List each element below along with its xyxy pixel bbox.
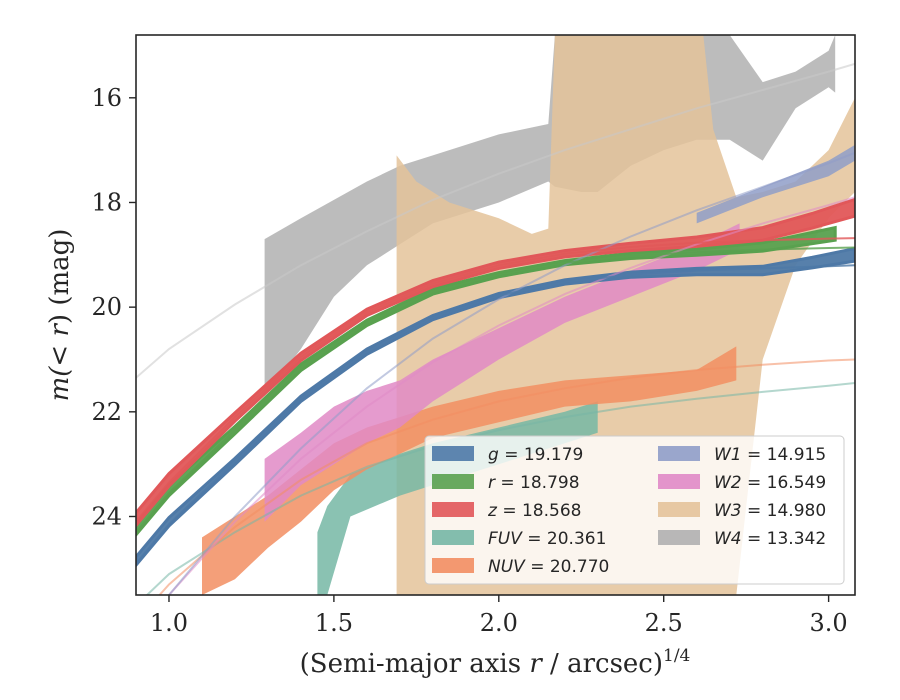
- legend-label-r: r = 18.798: [488, 473, 580, 493]
- y-tick-label: 20: [91, 293, 122, 321]
- legend-box: [424, 435, 845, 585]
- w2-model-curve: [167, 196, 855, 595]
- y-tick-label: 16: [91, 84, 122, 112]
- y-tick-label: 24: [91, 502, 122, 530]
- g-model-curve: [136, 264, 855, 565]
- legend: g = 19.179 r = 18.798 z = 18.568 FUV = 20.3…: [424, 435, 845, 585]
- y-tick-label: 18: [91, 188, 122, 216]
- w1-model-curve: [167, 151, 855, 595]
- x-tick-label: 1.5: [315, 609, 353, 637]
- y-tick-label: 22: [91, 398, 122, 426]
- legend-label-fuv: FUV = 20.361: [488, 529, 606, 549]
- legend-swatch-nuv: [432, 558, 474, 573]
- legend-label-w1: W1 = 14.915: [714, 445, 826, 465]
- legend-label-g: g = 19.179: [488, 445, 583, 465]
- legend-swatch-g: [432, 446, 474, 461]
- legend-label-z: z = 18.568: [487, 501, 581, 521]
- x-tick-label: 2.0: [480, 609, 518, 637]
- legend-swatch-w3: [658, 502, 700, 517]
- legend-swatch-w4: [658, 530, 700, 545]
- w1-data-band: [696, 144, 855, 224]
- legend-swatch-w1: [658, 446, 700, 461]
- legend-label-w3: W3 = 14.980: [714, 501, 826, 521]
- g-data-band: [136, 246, 855, 568]
- r-data-band: [136, 225, 837, 538]
- axis-ticks: 1.0 1.5 2.0 2.5 3.0 16 18 20 22 24: [91, 84, 847, 637]
- fuv-model-curve: [145, 382, 855, 595]
- legend-swatch-fuv: [432, 530, 474, 545]
- nuv-model-curve: [158, 358, 855, 595]
- x-axis-label: (Semi-major axis r / arcsec)1/4: [300, 646, 691, 679]
- plot-frame: [135, 34, 856, 596]
- w4-model-curve: [136, 62, 855, 379]
- legend-swatch-w2: [658, 474, 700, 489]
- legend-label-w4: W4 = 13.342: [714, 529, 826, 549]
- z-model-curve: [136, 237, 855, 523]
- x-tick-label: 1.0: [150, 609, 188, 637]
- legend-label-nuv: NUV = 20.770: [488, 557, 609, 577]
- legend-label-w2: W2 = 16.549: [714, 473, 826, 493]
- legend-swatch-r: [432, 474, 474, 489]
- x-tick-label: 2.5: [645, 609, 683, 637]
- r-model-curve: [136, 246, 855, 533]
- legend-swatch-z: [432, 502, 474, 517]
- x-tick-label: 3.0: [810, 609, 848, 637]
- y-axis-label: m(< r) (mag): [45, 229, 75, 402]
- w2-data-band: [264, 223, 740, 522]
- z-data-band: [136, 197, 855, 528]
